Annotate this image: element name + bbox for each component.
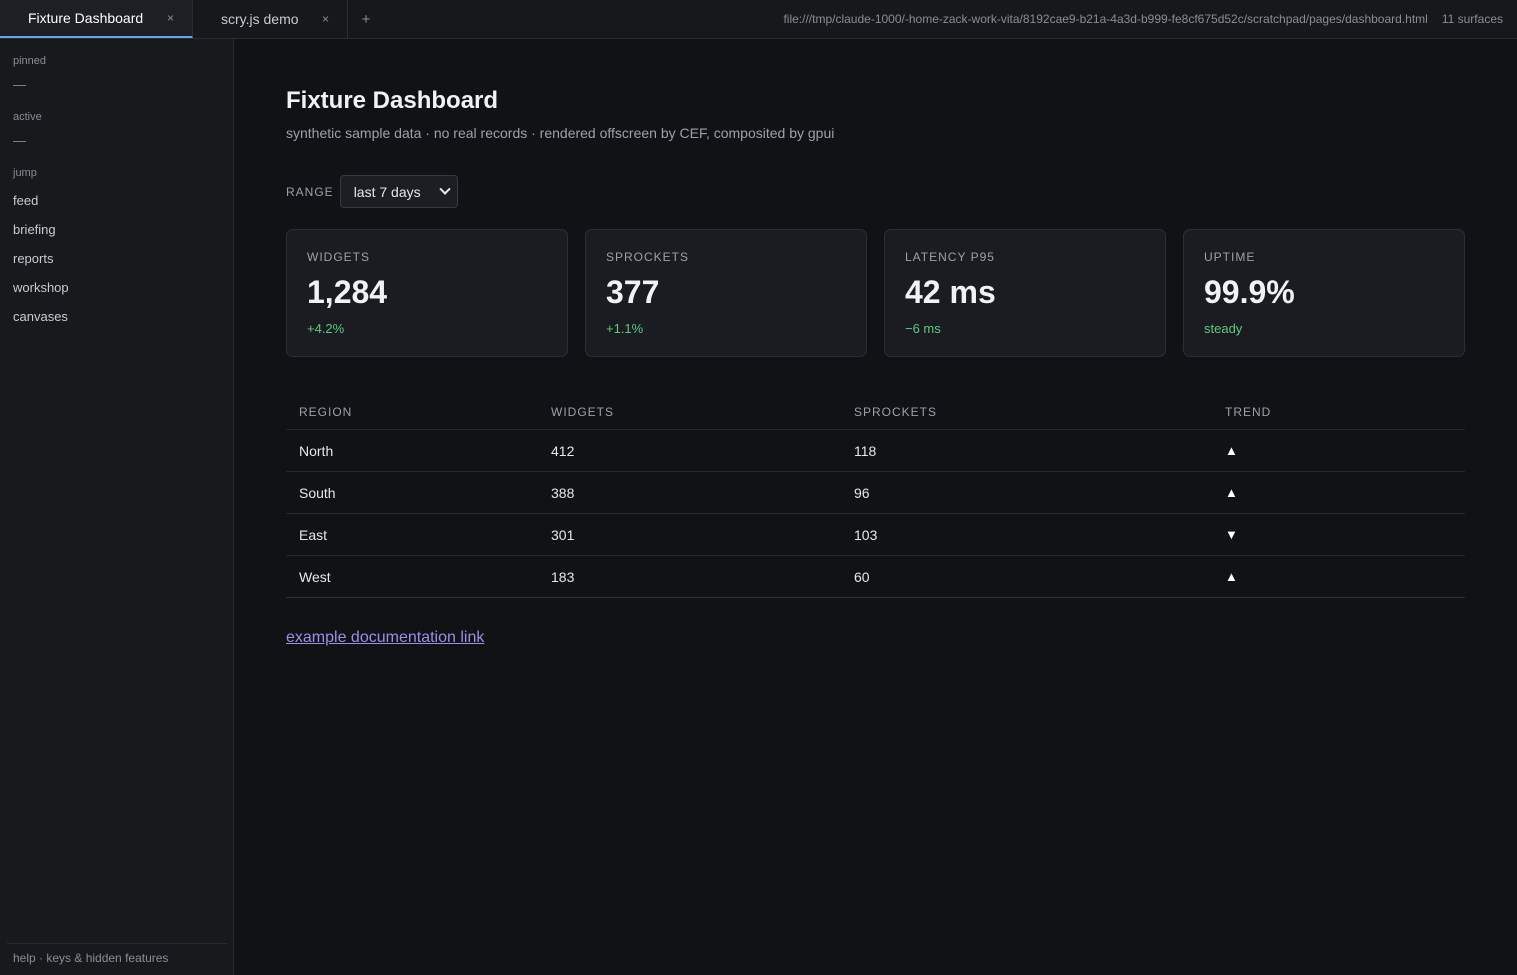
sidebar-item-workshop[interactable]: workshop [13,280,69,295]
close-icon[interactable]: × [321,12,329,26]
main-content: Fixture Dashboard synthetic sample data … [234,39,1517,975]
metric-value: 1,284 [307,274,388,310]
sidebar-section-jump: jump [13,167,37,179]
sidebar-section-active: active [13,111,42,123]
cell-sprockets: 96 [854,484,870,501]
metric-cards: WIDGETS 1,284 +4.2% SPROCKETS 377 +1.1% … [286,229,1465,357]
close-icon[interactable]: × [166,11,174,25]
tab-label: Fixture Dashboard [28,10,144,26]
sidebar-pinned-empty: — [13,77,26,92]
metric-card-widgets: WIDGETS 1,284 +4.2% [286,229,568,357]
trend-down-icon: ▼ [1225,527,1238,542]
region-table: REGION WIDGETS SPROCKETS TREND North 412… [286,395,1465,598]
tab-bar: Fixture Dashboard × scry.js demo × + fil… [0,0,1517,39]
metric-label: SPROCKETS [606,250,690,264]
metric-card-uptime: UPTIME 99.9% steady [1183,229,1465,357]
sidebar-item-briefing[interactable]: briefing [13,222,56,237]
column-header-sprockets: SPROCKETS [854,405,938,419]
cell-widgets: 412 [551,442,575,459]
sidebar-item-canvases[interactable]: canvases [13,309,68,324]
table-header-row: REGION WIDGETS SPROCKETS TREND [286,395,1465,430]
cell-widgets: 183 [551,568,575,585]
table-row: South 388 96 ▲ [286,472,1465,514]
sidebar-help-footer[interactable]: help · keys & hidden features [7,943,227,975]
metric-value: 377 [606,274,660,310]
metric-label: LATENCY P95 [905,250,995,264]
column-header-region: REGION [299,405,353,419]
column-header-trend: TREND [1225,405,1272,419]
trend-up-icon: ▲ [1225,443,1238,458]
tab-scry-demo[interactable]: scry.js demo × [193,0,348,38]
cell-region: East [299,526,328,543]
table-row: East 301 103 ▼ [286,514,1465,556]
metric-value: 42 ms [905,274,996,310]
metric-delta: steady [1204,321,1243,336]
address-bar: file:///tmp/claude-1000/-home-zack-work-… [783,0,1517,38]
tab-fixture-dashboard[interactable]: Fixture Dashboard × [0,0,193,38]
metric-label: UPTIME [1204,250,1256,264]
tab-label: scry.js demo [221,11,299,27]
sidebar-section-pinned: pinned [13,55,47,67]
range-control: RANGE last 7 days [286,175,458,208]
cell-region: South [299,484,336,501]
url-text[interactable]: file:///tmp/claude-1000/-home-zack-work-… [783,12,1428,26]
table-row: West 183 60 ▲ [286,556,1465,598]
range-select[interactable]: last 7 days [339,175,458,208]
cell-widgets: 388 [551,484,575,501]
cell-sprockets: 118 [854,442,877,459]
documentation-link[interactable]: example documentation link [286,629,485,646]
cell-widgets: 301 [551,526,575,543]
cell-region: West [299,568,331,585]
table-row: North 412 118 ▲ [286,430,1465,472]
sidebar: pinned — active — jump feed briefing rep… [0,39,234,975]
metric-value: 99.9% [1204,274,1295,310]
cell-sprockets: 103 [854,526,878,543]
metric-delta: +4.2% [307,321,345,336]
metric-delta: −6 ms [905,321,941,336]
page-subtitle: synthetic sample data · no real records … [286,125,835,141]
page-title: Fixture Dashboard [286,87,499,114]
metric-delta: +1.1% [606,321,644,336]
new-tab-button[interactable]: + [361,10,371,28]
metric-card-latency: LATENCY P95 42 ms −6 ms [884,229,1166,357]
sidebar-item-reports[interactable]: reports [13,251,54,266]
metric-label: WIDGETS [307,250,370,264]
trend-up-icon: ▲ [1225,485,1238,500]
metric-card-sprockets: SPROCKETS 377 +1.1% [585,229,867,357]
sidebar-active-empty: — [13,133,26,148]
range-selected-value: last 7 days [353,183,421,200]
chevron-down-icon [439,183,451,195]
cell-sprockets: 60 [854,568,870,585]
sidebar-item-feed[interactable]: feed [13,193,39,208]
surfaces-count: 11 surfaces [1441,12,1503,26]
cell-region: North [299,442,334,459]
range-label: RANGE [286,184,334,199]
column-header-widgets: WIDGETS [551,405,614,419]
trend-up-icon: ▲ [1225,569,1238,584]
